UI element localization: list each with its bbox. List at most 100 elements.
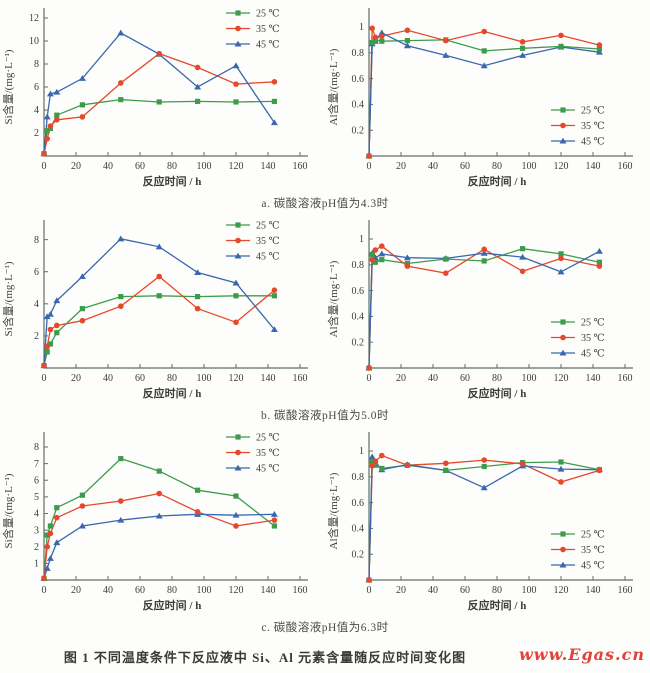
svg-text:反应时间 / h: 反应时间 / h — [468, 386, 527, 400]
svg-text:35 ℃: 35 ℃ — [256, 448, 280, 459]
svg-text:120: 120 — [554, 373, 569, 384]
svg-text:25 ℃: 25 ℃ — [581, 105, 605, 116]
svg-text:反应时间 / h: 反应时间 / h — [468, 598, 527, 612]
watermark: www.Egas.cn — [519, 645, 645, 664]
svg-text:140: 140 — [586, 373, 601, 384]
svg-text:0.4: 0.4 — [352, 100, 365, 111]
svg-text:4: 4 — [34, 509, 39, 520]
svg-text:6: 6 — [34, 82, 39, 93]
svg-text:反应时间 / h: 反应时间 / h — [143, 598, 202, 612]
chart-al-ph6-3: 0.2 0.4 0.6 0.8 1 0 20 40 60 80 100 120 140 160 反应时间 /… — [326, 432, 633, 612]
svg-text:7: 7 — [34, 459, 39, 470]
svg-text:160: 160 — [618, 585, 633, 596]
svg-text:160: 160 — [293, 585, 308, 596]
svg-text:反应时间 / h: 反应时间 / h — [143, 174, 202, 188]
svg-text:1: 1 — [359, 446, 364, 457]
svg-text:0.6: 0.6 — [352, 286, 365, 297]
svg-text:60: 60 — [460, 373, 470, 384]
svg-text:0.4: 0.4 — [352, 312, 365, 323]
svg-text:0.2: 0.2 — [352, 549, 365, 560]
svg-text:100: 100 — [522, 585, 537, 596]
svg-text:45 ℃: 45 ℃ — [256, 39, 280, 50]
svg-text:6: 6 — [34, 475, 39, 486]
svg-text:反应时间 / h: 反应时间 / h — [468, 174, 527, 188]
svg-text:60: 60 — [460, 161, 470, 172]
svg-text:1: 1 — [34, 559, 39, 570]
svg-text:2: 2 — [34, 331, 39, 342]
svg-text:40: 40 — [103, 161, 113, 172]
svg-text:10: 10 — [29, 36, 39, 47]
svg-text:25 ℃: 25 ℃ — [581, 317, 605, 328]
svg-text:3: 3 — [34, 525, 39, 536]
svg-text:35 ℃: 35 ℃ — [581, 333, 605, 344]
svg-text:120: 120 — [229, 373, 244, 384]
svg-text:160: 160 — [618, 161, 633, 172]
svg-text:100: 100 — [197, 161, 212, 172]
panel-row-c: 1 2 3 4 5 6 7 8 0 20 40 60 80 100 120 140 160 反应时间 / h Si含… — [0, 426, 650, 622]
panel-row-a: 2 4 6 8 10 12 0 20 40 60 80 100 120 140 160 反应时间 / h Si含… — [0, 2, 650, 198]
svg-text:8: 8 — [34, 235, 39, 246]
svg-text:100: 100 — [197, 585, 212, 596]
svg-text:2: 2 — [34, 542, 39, 553]
panel-caption-a: a. 碳酸溶液pH值为4.3时 — [261, 198, 389, 210]
svg-text:45 ℃: 45 ℃ — [256, 251, 280, 262]
svg-text:100: 100 — [197, 373, 212, 384]
svg-text:100: 100 — [522, 161, 537, 172]
svg-text:25 ℃: 25 ℃ — [256, 8, 280, 19]
svg-text:20: 20 — [71, 373, 81, 384]
svg-text:120: 120 — [229, 585, 244, 596]
svg-text:20: 20 — [396, 585, 406, 596]
svg-text:8: 8 — [34, 59, 39, 70]
svg-text:80: 80 — [167, 373, 177, 384]
svg-text:120: 120 — [229, 161, 244, 172]
svg-text:35 ℃: 35 ℃ — [256, 236, 280, 247]
svg-text:4: 4 — [34, 105, 39, 116]
svg-text:20: 20 — [396, 373, 406, 384]
svg-text:80: 80 — [167, 161, 177, 172]
svg-text:反应时间 / h: 反应时间 / h — [143, 386, 202, 400]
svg-text:8: 8 — [34, 442, 39, 453]
svg-text:45 ℃: 45 ℃ — [256, 463, 280, 474]
svg-text:Al含量/(mg·L⁻¹): Al含量/(mg·L⁻¹) — [326, 260, 340, 337]
svg-text:120: 120 — [554, 161, 569, 172]
svg-text:0.8: 0.8 — [352, 260, 365, 271]
svg-text:140: 140 — [586, 585, 601, 596]
svg-text:6: 6 — [34, 267, 39, 278]
svg-text:4: 4 — [34, 299, 39, 310]
svg-text:Si含量/(mg·L⁻¹): Si含量/(mg·L⁻¹) — [1, 261, 15, 336]
svg-text:40: 40 — [103, 585, 113, 596]
svg-text:20: 20 — [71, 585, 81, 596]
panel-caption-b: b. 碳酸溶液pH值为5.0时 — [261, 410, 389, 422]
svg-text:1: 1 — [359, 234, 364, 245]
svg-text:35 ℃: 35 ℃ — [581, 545, 605, 556]
panel-row-b: 2 4 6 8 0 20 40 60 80 100 120 140 160 反应时间 / h Si含量/(m… — [0, 214, 650, 410]
svg-text:20: 20 — [396, 161, 406, 172]
svg-text:0.6: 0.6 — [352, 498, 365, 509]
svg-text:Al含量/(mg·L⁻¹): Al含量/(mg·L⁻¹) — [326, 48, 340, 125]
svg-text:20: 20 — [71, 161, 81, 172]
svg-text:0.6: 0.6 — [352, 74, 365, 85]
svg-text:5: 5 — [34, 492, 39, 503]
svg-text:0: 0 — [42, 585, 47, 596]
svg-text:60: 60 — [135, 585, 145, 596]
svg-text:40: 40 — [428, 585, 438, 596]
svg-text:160: 160 — [293, 373, 308, 384]
svg-text:0.8: 0.8 — [352, 472, 365, 483]
svg-text:80: 80 — [492, 585, 502, 596]
svg-text:0.4: 0.4 — [352, 524, 365, 535]
svg-text:45 ℃: 45 ℃ — [581, 560, 605, 571]
svg-text:140: 140 — [261, 585, 276, 596]
svg-text:0: 0 — [367, 161, 372, 172]
svg-text:120: 120 — [554, 585, 569, 596]
svg-text:100: 100 — [522, 373, 537, 384]
svg-text:40: 40 — [428, 373, 438, 384]
svg-text:0.8: 0.8 — [352, 48, 365, 59]
svg-text:0.2: 0.2 — [352, 337, 365, 348]
svg-text:160: 160 — [618, 373, 633, 384]
svg-text:35 ℃: 35 ℃ — [581, 121, 605, 132]
chart-al-ph5-0: 0.2 0.4 0.6 0.8 1 0 20 40 60 80 100 120 140 160 反应时间 /… — [326, 220, 633, 400]
svg-text:80: 80 — [167, 585, 177, 596]
svg-text:80: 80 — [492, 161, 502, 172]
